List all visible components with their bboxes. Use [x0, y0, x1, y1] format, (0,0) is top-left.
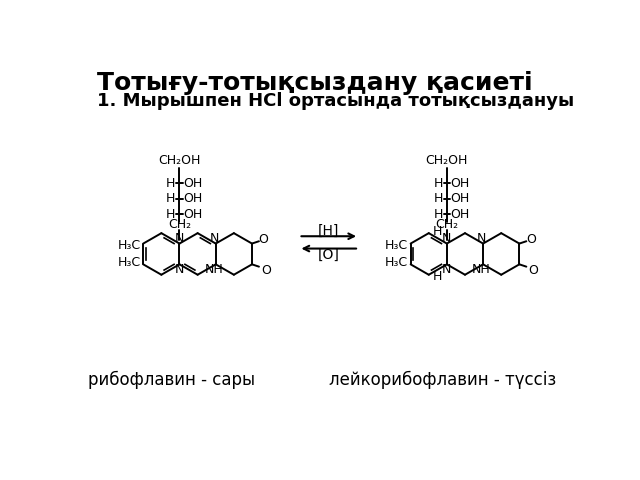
- Text: N: N: [209, 232, 219, 245]
- Text: O: O: [529, 264, 538, 277]
- Text: OH: OH: [184, 177, 203, 190]
- Text: лейкорибофлавин - түссіз: лейкорибофлавин - түссіз: [329, 371, 556, 389]
- Text: CH₂: CH₂: [168, 218, 191, 231]
- Text: H: H: [166, 177, 175, 190]
- Text: N: N: [442, 263, 452, 276]
- Text: CH₂OH: CH₂OH: [426, 154, 468, 167]
- Text: H: H: [166, 192, 175, 205]
- Text: O: O: [259, 233, 269, 246]
- Text: CH₂OH: CH₂OH: [158, 154, 201, 167]
- Text: N: N: [175, 232, 184, 245]
- Text: H₃C: H₃C: [118, 256, 141, 269]
- Text: H: H: [166, 208, 175, 221]
- Text: H₃C: H₃C: [118, 239, 141, 252]
- Text: OH: OH: [451, 177, 470, 190]
- Text: H: H: [434, 192, 443, 205]
- Text: [H]: [H]: [318, 224, 339, 238]
- Text: [O]: [O]: [318, 248, 340, 262]
- Text: OH: OH: [451, 192, 470, 205]
- Text: O: O: [526, 233, 536, 246]
- Text: OH: OH: [184, 208, 203, 221]
- Text: N: N: [477, 232, 486, 245]
- Text: OH: OH: [451, 208, 470, 221]
- Text: H: H: [434, 177, 443, 190]
- Text: H₃C: H₃C: [385, 256, 408, 269]
- Text: O: O: [261, 264, 271, 277]
- Text: OH: OH: [184, 192, 203, 205]
- Text: H: H: [433, 270, 442, 283]
- Text: NH: NH: [472, 263, 491, 276]
- Text: H: H: [434, 208, 443, 221]
- Text: CH₂: CH₂: [435, 218, 458, 231]
- Text: H: H: [433, 225, 442, 238]
- Text: H₃C: H₃C: [385, 239, 408, 252]
- Text: рибофлавин - сары: рибофлавин - сары: [88, 371, 255, 389]
- Text: N: N: [175, 263, 184, 276]
- Text: 1. Мырышпен HCl ортасында тотықсыздануы: 1. Мырышпен HCl ортасында тотықсыздануы: [97, 92, 574, 110]
- Text: NH: NH: [205, 263, 223, 276]
- Text: Тотығу-тотықсыздану қасиеті: Тотығу-тотықсыздану қасиеті: [97, 72, 532, 96]
- Text: N: N: [442, 232, 452, 245]
